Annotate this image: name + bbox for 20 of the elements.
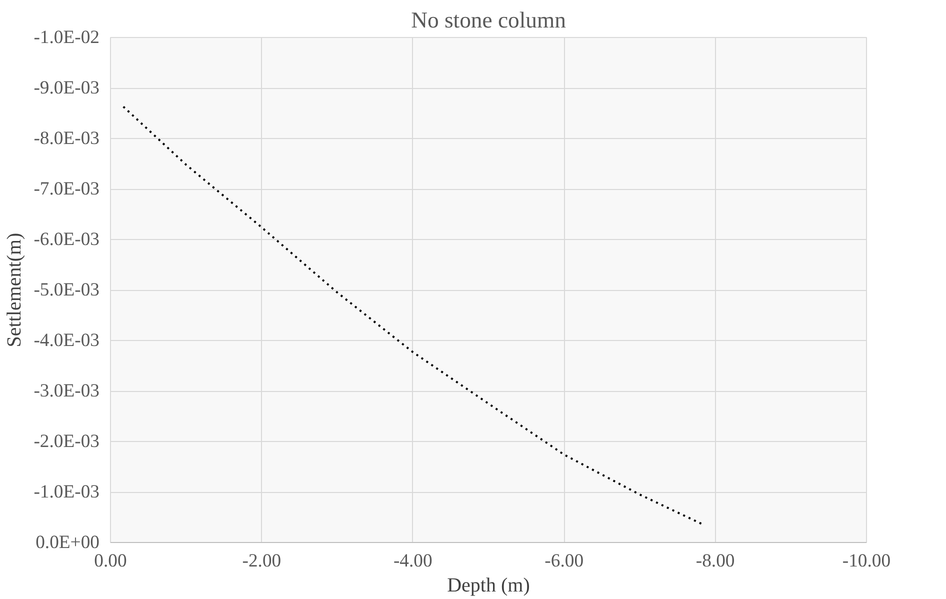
y-tick-label: -1.0E-02: [34, 27, 100, 48]
x-tick-label: 0.00: [94, 550, 127, 572]
chart-title: No stone column: [411, 8, 566, 32]
x-tick-label: -6.00: [544, 550, 584, 572]
x-tick-label: -4.00: [393, 550, 432, 572]
x-tick-label: -10.00: [842, 550, 891, 572]
y-tick-label: -6.0E-03: [34, 229, 100, 250]
y-tick-label: 0.0E+00: [36, 532, 100, 553]
x-tick-label: -2.00: [242, 550, 282, 572]
y-tick-label: -5.0E-03: [34, 280, 100, 300]
y-tick-label: -1.0E-03: [34, 482, 100, 502]
y-tick-label: -4.0E-03: [34, 330, 100, 351]
y-tick-label: -9.0E-03: [34, 78, 100, 98]
y-axis-title: Settlement(m): [4, 232, 26, 348]
x-tick-label: -8.00: [696, 550, 735, 572]
y-tick-label: -2.0E-03: [34, 431, 100, 452]
y-tick-label: -8.0E-03: [34, 128, 100, 149]
x-axis-title: Depth (m): [447, 574, 530, 596]
y-tick-label: -3.0E-03: [34, 380, 100, 402]
y-tick-label: -7.0E-03: [34, 178, 100, 200]
